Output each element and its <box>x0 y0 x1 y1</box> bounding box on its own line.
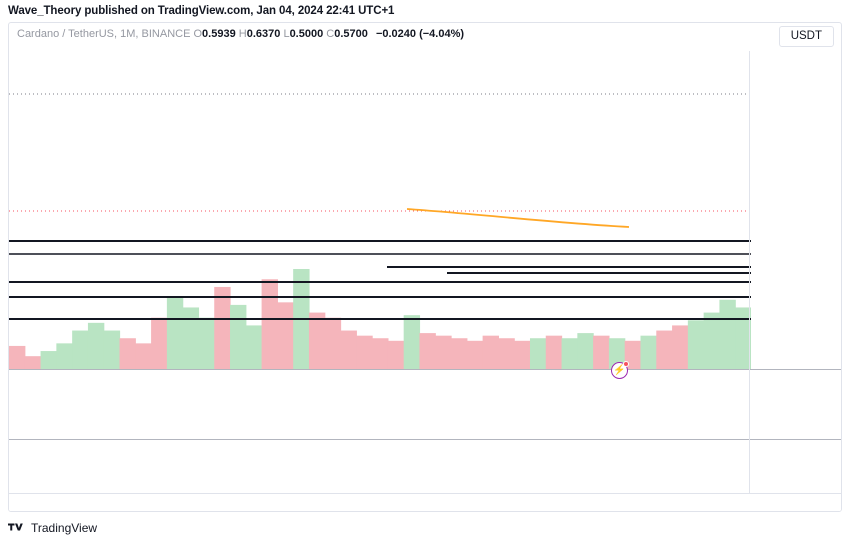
time-axis[interactable] <box>9 493 841 511</box>
chart-frame: Cardano / TetherUS, 1M, BINANCE O0.5939 … <box>8 22 842 512</box>
macd-pane[interactable] <box>9 369 751 439</box>
legend-low-value: 0.5000 <box>289 28 324 40</box>
legend-close-key: C <box>326 28 335 40</box>
rsi-plot <box>9 439 751 496</box>
footer: TradingView <box>8 521 97 535</box>
legend-low-key: L <box>283 28 290 40</box>
chart-legend: Cardano / TetherUS, 1M, BINANCE O0.5939 … <box>17 28 464 40</box>
legend-high-key: H <box>238 28 247 40</box>
pane-divider-rsi <box>9 439 841 440</box>
volume-series <box>9 269 751 369</box>
rsi-pane[interactable] <box>9 439 751 496</box>
legend-close-value: 0.5700 <box>334 28 368 40</box>
attribution-text: Wave_Theory published on TradingView.com… <box>8 5 395 17</box>
lightning-bolt-glyph: ⚡ <box>613 364 626 376</box>
legend-symbol: Cardano / TetherUS, 1M, BINANCE <box>17 28 191 40</box>
tradingview-logo-icon <box>8 523 23 531</box>
candlestick-plot <box>9 93 751 369</box>
lightning-bolt-icon[interactable]: ⚡ <box>611 361 629 379</box>
legend-high-value: 0.6370 <box>246 28 281 40</box>
pane-divider-macd <box>9 369 841 370</box>
legend-open-value: 0.5939 <box>202 28 236 40</box>
legend-open-key: O <box>193 28 203 40</box>
footer-brand: TradingView <box>31 521 98 535</box>
legend-change: −0.0240 (−4.04%) <box>375 28 465 40</box>
price-axis[interactable] <box>749 51 841 496</box>
notification-dot <box>623 361 629 367</box>
currency-chip[interactable]: USDT <box>778 26 834 47</box>
price-pane[interactable] <box>9 51 751 369</box>
macd-plot <box>9 369 751 439</box>
